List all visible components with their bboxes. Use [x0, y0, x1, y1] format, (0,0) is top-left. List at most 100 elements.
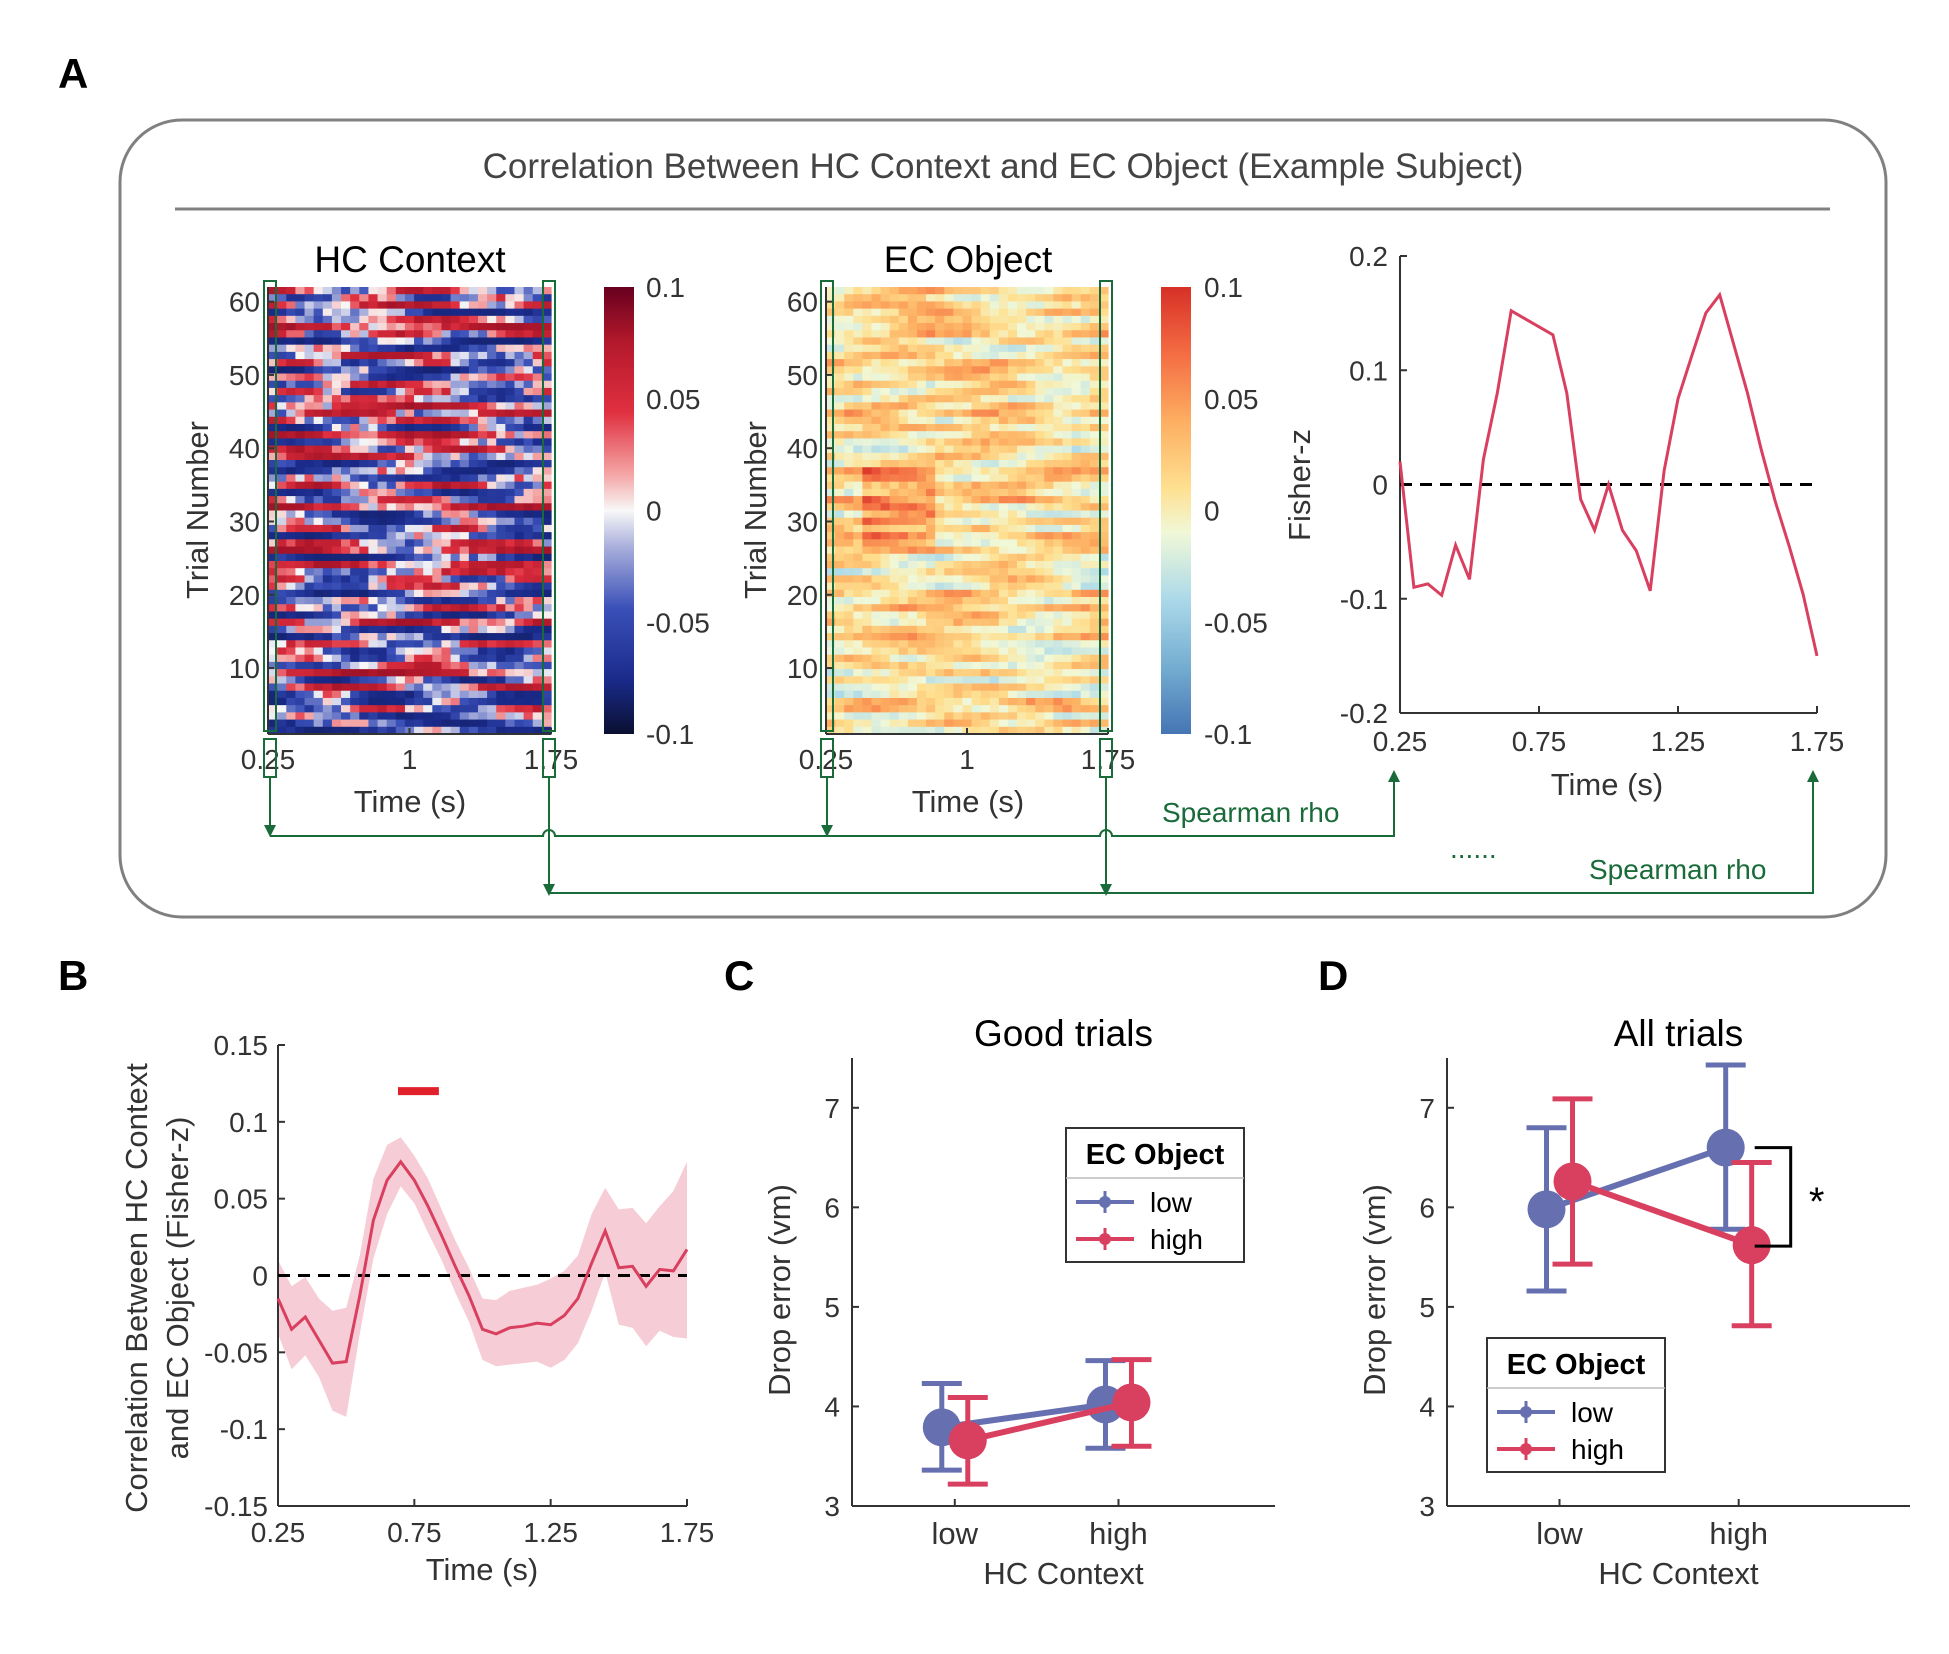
heatmap-cell [889, 517, 900, 526]
heatmap-cell [496, 618, 506, 627]
heatmap-cell [907, 366, 918, 375]
heatmap-cell [907, 359, 918, 367]
heatmap-cell [844, 647, 854, 656]
heatmap-cell [295, 287, 306, 295]
heatmap-cell [441, 726, 452, 735]
heatmap-cell [980, 402, 991, 411]
heatmap-cell [1080, 604, 1091, 613]
heatmap-cell [1053, 582, 1064, 591]
heatmap-cell [835, 387, 845, 396]
heatmap-cell [432, 496, 443, 504]
heatmap-cell [916, 460, 927, 468]
heatmap-cell [953, 553, 964, 562]
heatmap-cell [514, 625, 525, 634]
heatmap-cell [898, 467, 909, 476]
heatmap-y-tick-label: 10 [229, 653, 260, 684]
heatmap-cell [487, 503, 497, 512]
heatmap-cell [1062, 301, 1073, 310]
heatmap-cell [487, 373, 497, 382]
heatmap-cell [1080, 625, 1091, 634]
heatmap-cell [898, 568, 909, 576]
heatmap-cell [907, 633, 918, 641]
heatmap-cell [1098, 517, 1109, 526]
heatmap-cell [989, 510, 1000, 519]
heatmap-cell [487, 647, 497, 656]
heatmap-cell [304, 604, 315, 613]
heatmap-cell [368, 589, 379, 598]
heatmap-cell [450, 683, 461, 692]
heatmap-cell [1026, 409, 1036, 418]
heatmap-cell [295, 539, 306, 548]
heatmap-cell [898, 517, 909, 526]
heatmap-cell [1098, 323, 1109, 331]
heatmap-cell [1026, 553, 1036, 562]
heatmap-cell [341, 618, 351, 627]
heatmap-cell [1071, 618, 1082, 627]
heatmap-cell [331, 517, 342, 526]
heatmap-cell [944, 294, 954, 303]
heatmap-cell [477, 359, 488, 367]
heatmap-cell [459, 553, 470, 562]
heatmap-cell [926, 647, 936, 656]
heatmap-cell [514, 604, 525, 613]
heatmap-cell [980, 431, 991, 439]
heatmap-cell [432, 553, 443, 562]
heatmap-cell [268, 618, 278, 627]
heatmap-cell [962, 373, 973, 382]
heatmap-cell [414, 575, 424, 584]
heatmap-cell [532, 380, 543, 389]
heatmap-cell [286, 553, 296, 562]
heatmap-cell [286, 351, 296, 360]
heatmap-cell [514, 597, 525, 605]
heatmap-cell [377, 618, 388, 627]
heatmap-cell [304, 452, 315, 461]
heatmap-cell [341, 301, 351, 310]
heatmap-cell [944, 452, 954, 461]
heatmap-cell [468, 647, 479, 656]
heatmap-cell [350, 431, 360, 439]
heatmap-cell [532, 575, 543, 584]
heatmap-cell [1089, 726, 1100, 735]
heatmap-cell [1007, 618, 1018, 627]
heatmap-cell [395, 697, 406, 706]
heatmap-cell [944, 359, 954, 367]
heatmap-cell [505, 683, 516, 692]
heatmap-cell [377, 546, 388, 555]
heatmap-cell [935, 582, 945, 591]
heatmap-cell [441, 676, 452, 685]
heatmap-cell [331, 452, 342, 461]
heatmap-cell [505, 517, 516, 526]
heatmap-cell [423, 625, 433, 634]
heatmap-cell [944, 344, 954, 353]
heatmap-cell [1053, 438, 1064, 447]
heatmap-cell [889, 597, 900, 605]
heatmap-cell [286, 445, 296, 454]
heatmap-cell [322, 560, 333, 569]
heatmap-cell [953, 517, 964, 526]
hc-colorbar-ticks: 0.10.050-0.05-0.1 [646, 272, 710, 750]
heatmap-cell [880, 611, 891, 620]
heatmap-cell [835, 460, 845, 468]
heatmap-cell [1017, 337, 1027, 346]
heatmap-cell [871, 524, 882, 533]
window-box-hc-end [542, 280, 556, 732]
heatmap-cell [505, 510, 516, 519]
heatmap-cell [277, 719, 287, 728]
heatmap-cell [862, 395, 873, 403]
heatmap-cell [304, 611, 315, 620]
heatmap-cell [450, 452, 461, 461]
heatmap-cell [322, 445, 333, 454]
heatmap-cell [853, 308, 863, 317]
heatmap-cell [423, 287, 433, 295]
heatmap-cell [532, 719, 543, 728]
heatmap-cell [532, 712, 543, 721]
heatmap-cell [541, 395, 552, 403]
heatmap-cell [871, 409, 882, 418]
heatmap-cell [313, 460, 324, 468]
heatmap-cell [304, 373, 315, 382]
heatmap-cell [295, 308, 306, 317]
heatmap-cell [450, 496, 461, 504]
heatmap-cell [459, 524, 470, 533]
heatmap-cell [1080, 467, 1091, 476]
heatmap-cell [944, 669, 954, 677]
